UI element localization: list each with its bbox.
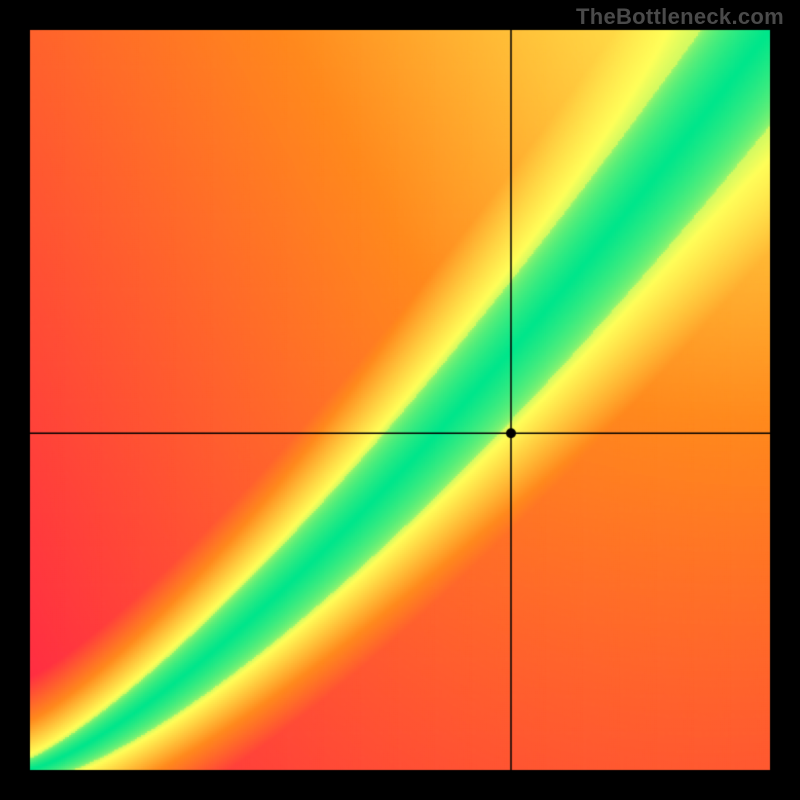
bottleneck-heatmap	[0, 0, 800, 800]
root-container: TheBottleneck.com	[0, 0, 800, 800]
watermark-label: TheBottleneck.com	[576, 4, 784, 30]
